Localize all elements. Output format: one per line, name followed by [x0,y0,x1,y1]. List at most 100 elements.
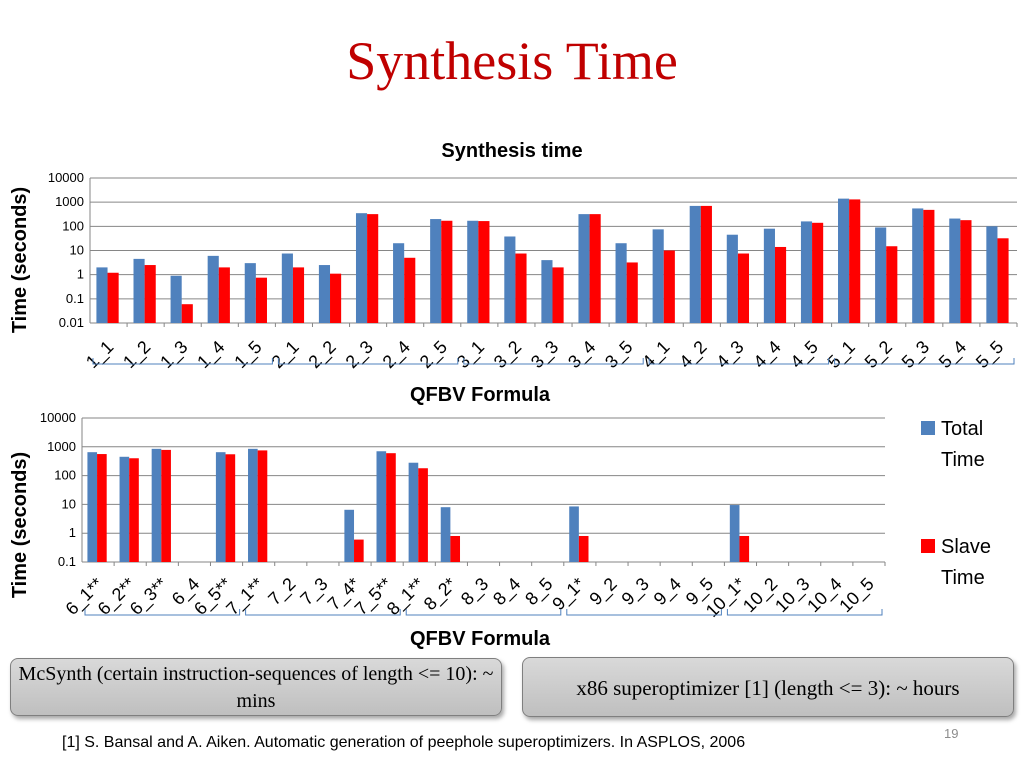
bar-slave-time [960,220,972,323]
synthesis-time-chart-top: Synthesis time 0.01 0.1 1 10 100 1000 10000 1_… [9,140,1018,406]
bar-total-time [440,507,451,562]
bar-total-time [170,275,182,323]
group-bracket [463,358,644,365]
bar-total-time [408,462,419,562]
x-tick-label: 3_5 [601,337,637,373]
bar-slave-time [354,539,364,562]
group-bracket [566,609,722,616]
bar-total-time [689,205,701,323]
y-tick-label: 1 [77,267,84,282]
y-tick-label: 0.1 [66,291,84,306]
page-number: 19 [944,726,959,741]
group-bracket [277,358,459,365]
x-tick-label: 9_1* [548,574,589,615]
x-tick-label: 8_2* [420,574,461,615]
group-bracket [245,609,401,616]
x-tick-label: 3_3 [527,337,563,373]
bar-slave-time [626,262,638,323]
x-tick-label: 3_1 [453,337,489,373]
x-tick-label: 10_2 [739,574,782,617]
group-brackets [84,609,883,616]
y-tick-labels: 0.01 0.1 1 10 100 1000 10000 [48,170,84,330]
bar-slave-time [812,222,824,323]
bar-total-time [355,213,368,323]
x-tick-label: 5_1 [824,337,860,373]
group-bracket [726,609,883,616]
gridlines [89,177,1018,327]
y-tick-label: 10000 [40,410,76,425]
y-tick-label: 1000 [55,194,84,209]
bar-total-time [281,253,293,323]
bar-total-time [615,243,627,323]
bar-slave-time [161,449,171,562]
x-tick-label: 10_4 [803,574,846,617]
bar-total-time [652,229,664,323]
bar-slave-time [450,535,461,562]
mcsynth-callout: McSynth (certain instruction-sequences o… [10,658,502,716]
bar-slave-time [97,454,107,562]
x-tick-label: 1_1 [82,337,118,373]
x-axis-label: QFBV Formula [410,384,551,406]
bar-slave-time [478,221,490,323]
bar-total-time [986,226,998,323]
x-tick-label: 4_1 [638,337,674,373]
x-tick-label: 4_4 [749,337,785,373]
bar-total-time [578,214,590,323]
bar-slave-time [578,535,589,562]
bar-slave-time [181,304,193,323]
bars [87,448,750,562]
bar-slave-time [739,535,750,562]
legend-swatch-slave [921,539,935,553]
bar-total-time [244,263,256,323]
bar-total-time [569,506,579,562]
gridlines [81,417,886,566]
x-tick-label: 10_5 [835,574,878,617]
bar-slave-time [849,199,861,323]
bar-slave-time [737,253,750,323]
bar-slave-time [225,454,236,562]
x-tick-label: 2_5 [416,337,452,373]
footnote: [1] S. Bansal and A. Aiken. Automatic ge… [62,734,746,751]
x-tick-label: 2_3 [342,337,378,373]
x-tick-label: 1_3 [156,337,192,373]
y-tick-label: 10 [70,243,84,258]
x-tick-label: 8_3 [457,574,493,610]
x-tick-labels: 1_1 1_2 1_3 1_4 1_5 2_1 2_2 2_3 2_4 2_5 3_1 3_2 3_3 3… [82,337,1008,373]
x-tick-label: 5_5 [972,337,1008,373]
bar-total-time [467,220,479,323]
bar-slave-time [418,468,428,562]
x-tick-label: 6_3** [126,574,172,620]
bar-total-time [207,255,219,323]
y-tick-label: 100 [62,218,84,233]
x-tick-label: 5_4 [935,337,971,373]
bar-total-time [393,243,405,323]
x-tick-label: 1_5 [230,337,266,373]
y-tick-label: 1000 [47,439,76,454]
bar-slave-time [107,272,119,323]
bar-total-time [119,456,130,562]
x-tick-label: 4_3 [712,337,748,373]
bar-slave-time [367,214,379,323]
bar-slave-time [441,220,453,323]
legend-label-slave: Slave Time [941,536,997,589]
bar-slave-time [129,458,139,562]
bar-total-time [215,452,226,562]
group-bracket [648,358,830,365]
group-bracket [84,609,241,616]
x-tick-label: 10_3 [771,574,814,617]
x-tick-label: 9_4 [650,574,686,610]
y-tick-label: 0.01 [59,315,84,330]
bar-total-time [726,234,738,323]
x-tick-label: 1_4 [193,337,229,373]
bar-slave-time [552,267,564,323]
y-tick-label: 100 [54,468,76,483]
y-tick-labels: 0.1 1 10 100 1000 10000 [40,410,76,569]
y-tick-label: 1 [69,525,76,540]
bar-total-time [763,228,775,323]
bar-slave-time [257,450,268,562]
legend: Total Time Slave Time [921,418,997,589]
x-tick-label: 9_3 [618,574,654,610]
bar-total-time [87,452,98,562]
x-tick-label: 7_2 [264,574,300,610]
bar-slave-time [386,453,396,562]
